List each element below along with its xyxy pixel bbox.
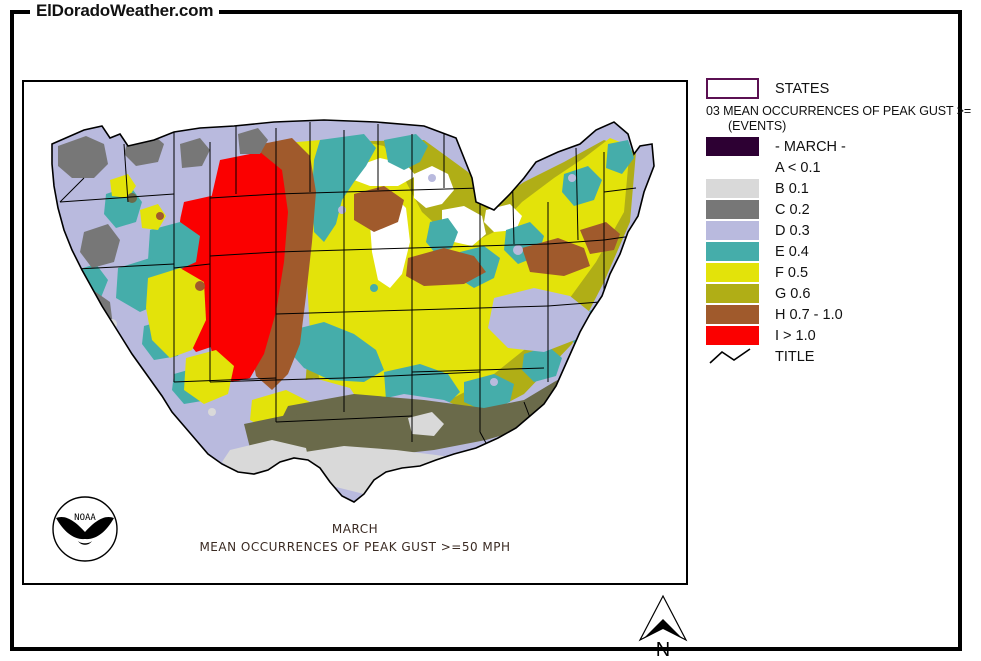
north-arrow-icon: N [638,594,688,658]
state-boundaries [57,122,637,455]
legend-row-class-i[interactable]: I > 1.0 [706,325,981,346]
legend-row-class-b[interactable]: B 0.1 [706,178,981,199]
legend-row-class-c[interactable]: C 0.2 [706,199,981,220]
class-h-label: H 0.7 - 1.0 [775,306,843,323]
north-arrow-label: N [656,639,670,658]
month-swatch [706,137,759,156]
class-f-label: F 0.5 [775,264,809,281]
class-e-swatch [706,242,759,261]
brand-title: ElDoradoWeather.com [30,2,220,20]
map-fill-layer [52,120,654,502]
class-g-swatch [706,284,759,303]
national-outline [51,119,655,503]
legend-row-class-f[interactable]: F 0.5 [706,262,981,283]
legend-row-title[interactable]: TITLE [706,346,981,367]
class-i-swatch [706,326,759,345]
class-g-label: G 0.6 [775,285,811,302]
class-a-swatch [706,158,759,177]
class-b-label: B 0.1 [775,180,809,197]
legend-row-class-g[interactable]: G 0.6 [706,283,981,304]
class-c-swatch [706,200,759,219]
legend-row-class-a[interactable]: A < 0.1 [706,157,981,178]
map-caption-month: MARCH [331,522,379,536]
class-e-label: E 0.4 [775,243,809,260]
noaa-logo-text: NOAA [74,513,96,523]
legend-row-class-d[interactable]: D 0.3 [706,220,981,241]
class-d-swatch [706,221,759,240]
class-d-label: D 0.3 [775,222,810,239]
class-b-swatch [706,179,759,198]
map-panel[interactable]: NOAA MARCH MEAN OCCURRENCES OF PEAK GUST… [22,80,688,585]
legend-subheading: (EVENTS) [728,119,787,133]
legend-row-class-e[interactable]: E 0.4 [706,241,981,262]
states-swatch [706,78,759,99]
class-i-label: I > 1.0 [775,327,816,344]
map-legend: STATES 03 MEAN OCCURRENCES OF PEAK GUST … [706,78,981,367]
legend-row-month[interactable]: - MARCH - [706,136,981,157]
map-caption-description: MEAN OCCURRENCES OF PEAK GUST >=50 MPH [199,540,511,554]
class-f-swatch [706,263,759,282]
class-a-label: A < 0.1 [775,159,821,176]
noaa-logo: NOAA [52,496,118,562]
states-label: STATES [775,80,830,97]
class-c-label: C 0.2 [775,201,810,218]
legend-row-class-h[interactable]: H 0.7 - 1.0 [706,304,981,325]
legend-heading: 03 MEAN OCCURRENCES OF PEAK GUST >= [706,104,972,118]
us-contour-map[interactable] [24,82,686,583]
zigzag-line-icon [706,347,759,366]
title-label: TITLE [775,348,815,365]
class-h-swatch [706,305,759,324]
legend-row-states[interactable]: STATES [706,78,981,99]
month-label: - MARCH - [775,138,846,155]
